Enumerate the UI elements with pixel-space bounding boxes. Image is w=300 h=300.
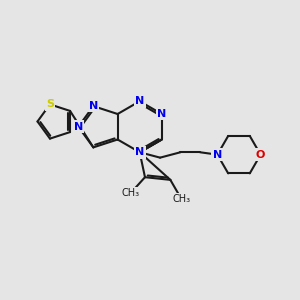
Text: N: N xyxy=(89,101,98,111)
Text: CH₃: CH₃ xyxy=(122,188,140,198)
Text: N: N xyxy=(157,109,167,119)
Text: S: S xyxy=(46,99,54,110)
Text: N: N xyxy=(213,150,222,160)
Text: O: O xyxy=(256,150,265,160)
Text: N: N xyxy=(74,122,83,132)
Text: CH₃: CH₃ xyxy=(172,194,190,204)
Text: N: N xyxy=(135,96,144,106)
Text: N: N xyxy=(135,147,144,157)
